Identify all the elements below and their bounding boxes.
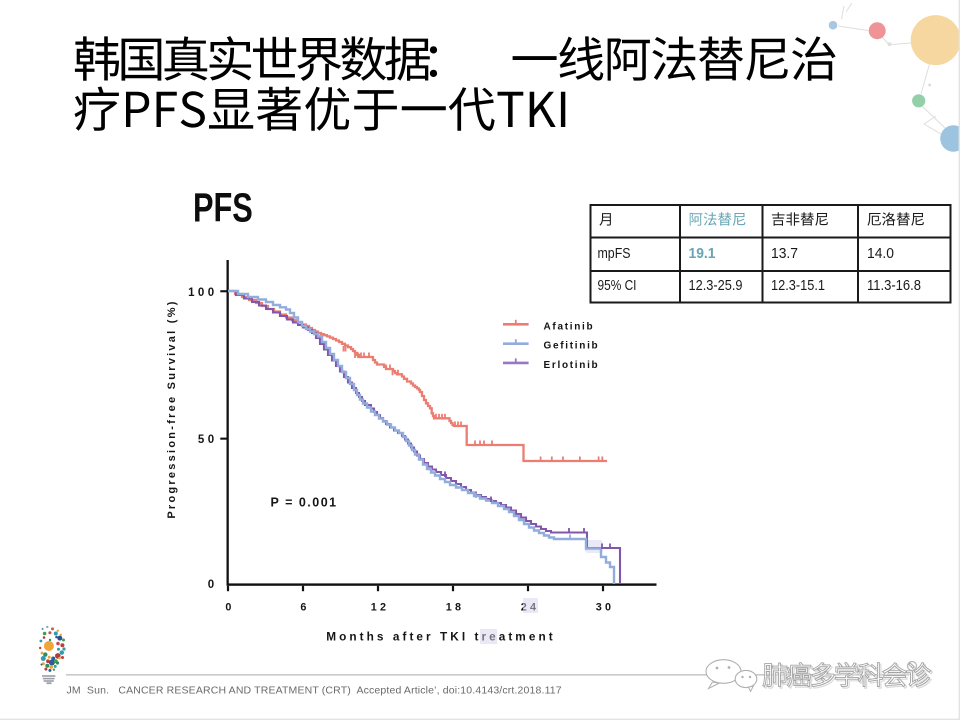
- svg-text:50: 50: [198, 434, 218, 446]
- svg-text:100: 100: [188, 287, 217, 299]
- svg-text:mpFS: mpFS: [598, 246, 631, 262]
- svg-text:Gefitinib: Gefitinib: [544, 341, 600, 352]
- svg-text:0: 0: [208, 579, 218, 591]
- svg-text:14.0: 14.0: [867, 246, 894, 262]
- svg-text:30: 30: [596, 602, 614, 614]
- svg-text:PFS: PFS: [193, 184, 253, 230]
- svg-text:P = 0.001: P = 0.001: [271, 496, 338, 510]
- svg-text:12: 12: [371, 602, 389, 614]
- svg-text:Months after TKI treatment: Months after TKI treatment: [326, 630, 555, 644]
- svg-text:11.3-16.8: 11.3-16.8: [867, 278, 921, 294]
- svg-text:Erlotinib: Erlotinib: [544, 360, 600, 371]
- svg-text:95% CI: 95% CI: [598, 278, 637, 294]
- svg-text:0: 0: [225, 602, 234, 614]
- svg-text:18: 18: [446, 602, 464, 614]
- svg-text:19.1: 19.1: [689, 246, 716, 262]
- svg-text:13.7: 13.7: [771, 246, 798, 262]
- svg-text:12.3-25.9: 12.3-25.9: [689, 278, 743, 294]
- svg-text:Progression-free Survival (%): Progression-free Survival (%): [166, 299, 178, 518]
- svg-text:12.3-15.1: 12.3-15.1: [771, 278, 825, 294]
- svg-text:JM Sun. CANCER RESEARCH AND: JM Sun. CANCER RESEARCH AND TREATMENT (C…: [67, 685, 562, 697]
- svg-text:6: 6: [300, 602, 309, 614]
- svg-text:Afatinib: Afatinib: [544, 321, 595, 332]
